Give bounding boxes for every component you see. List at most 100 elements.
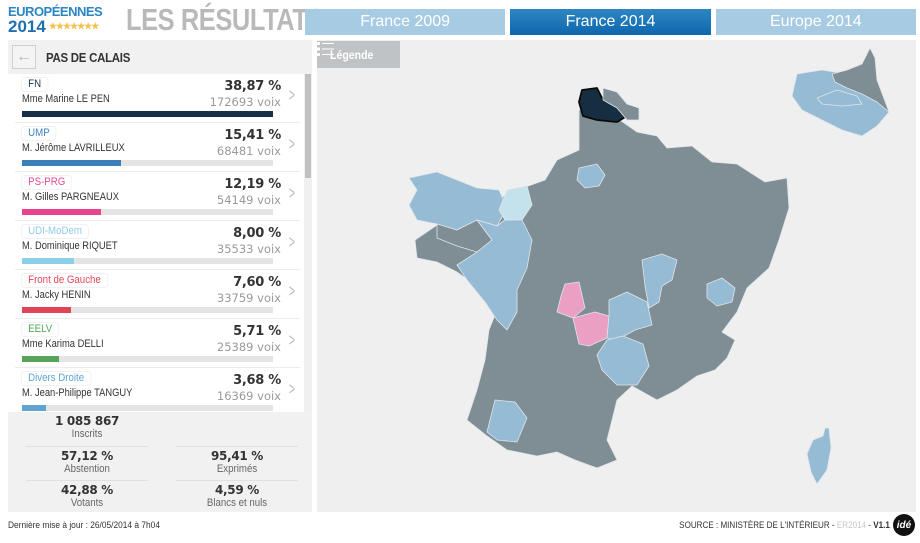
region-ump-savoie[interactable] xyxy=(706,277,736,307)
vote-percent: 5,71 % xyxy=(233,324,281,339)
stat-exprimes: 95,41 % Exprimés xyxy=(176,449,298,475)
turnout-stats: 1 085 867 Inscrits 57,12 % Abstention 95… xyxy=(8,412,312,512)
version: V1.1 xyxy=(873,520,890,531)
vote-percent: 38,87 % xyxy=(224,79,281,94)
legend-button[interactable]: Légende xyxy=(317,41,400,68)
list-icon xyxy=(317,42,334,56)
region-ump-corsica[interactable] xyxy=(806,427,832,485)
separator: - xyxy=(829,520,838,531)
vote-percent: 12,19 % xyxy=(224,177,281,192)
result-bar xyxy=(22,209,273,215)
region-ump-brittany[interactable] xyxy=(408,171,508,231)
source-credit: SOURCE : MINISTÈRE DE L'INTÉRIEUR - ER20… xyxy=(679,520,890,531)
divider xyxy=(26,480,148,481)
legend-label: Légende xyxy=(330,47,374,62)
vote-percent: 8,00 % xyxy=(233,226,281,241)
blancs-value: 4,59 % xyxy=(214,483,259,497)
chevron-right-icon: > xyxy=(288,379,296,399)
candidate-name: M. Jean-Philippe TANGUY xyxy=(22,387,133,399)
results-panel: ← PAS DE CALAIS FN Mme Marine LE PEN 38,… xyxy=(8,40,312,512)
tab-france-2014[interactable]: France 2014 xyxy=(510,9,711,35)
election-tabs: France 2009 France 2014 Europe 2014 xyxy=(305,9,916,35)
stat-abstention: 57,12 % Abstention xyxy=(26,449,148,475)
region-fn-nord[interactable] xyxy=(602,87,640,121)
result-bar xyxy=(22,258,273,264)
candidate-name: M. Jérôme LAVRILLEUX xyxy=(22,142,125,154)
vote-percent: 15,41 % xyxy=(224,128,281,143)
inscrits-label: Inscrits xyxy=(71,428,103,440)
vote-count: 35533 voix xyxy=(216,242,281,256)
divider xyxy=(176,480,298,481)
candidate-row-front-de-gauche[interactable]: Front de Gauche M. Jacky HENIN 7,60 % 33… xyxy=(15,270,300,319)
region-ump-landes[interactable] xyxy=(486,399,528,443)
divider xyxy=(26,446,148,447)
logo-line2: 2014 xyxy=(8,17,46,36)
candidate-name: Mme Marine LE PEN xyxy=(22,93,110,105)
candidate-name: M. Dominique RIQUET xyxy=(22,240,118,252)
party-badge: FN xyxy=(22,78,48,91)
party-badge: Front de Gauche xyxy=(22,274,107,287)
ide-brand-logo[interactable]: idé xyxy=(893,514,915,536)
candidate-name: Mme Karima DELLI xyxy=(22,338,104,350)
blancs-label: Blancs et nuls xyxy=(206,497,268,509)
stars-icon: ★★★★★★★ xyxy=(48,21,99,31)
france-results-map: Légende xyxy=(317,40,916,512)
inset-idf-fn[interactable] xyxy=(831,47,890,113)
result-bar xyxy=(22,405,273,411)
party-badge: UDI-MoDem xyxy=(22,225,89,238)
page-title: LES RÉSULTATS xyxy=(126,2,325,37)
candidate-row-ump[interactable]: UMP M. Jérôme LAVRILLEUX 15,41 % 68481 v… xyxy=(15,123,300,172)
vote-percent: 7,60 % xyxy=(233,275,281,290)
region-name: PAS DE CALAIS xyxy=(46,49,131,65)
candidate-row-fn[interactable]: FN Mme Marine LE PEN 38,87 % 172693 voix… xyxy=(15,74,300,123)
chevron-right-icon: > xyxy=(288,330,296,350)
chevron-right-icon: > xyxy=(288,183,296,203)
vote-count: 172693 voix xyxy=(209,95,281,109)
chevron-right-icon: > xyxy=(288,232,296,252)
region-ump-rhone[interactable] xyxy=(641,253,678,309)
region-ump-cantal[interactable] xyxy=(596,335,650,386)
separator: - xyxy=(866,520,874,531)
abstention-label: Abstention xyxy=(64,463,110,475)
stat-inscrits: 1 085 867 Inscrits xyxy=(26,414,148,440)
exprimes-value: 95,41 % xyxy=(210,449,264,463)
back-button[interactable]: ← xyxy=(12,45,36,69)
arrow-left-icon: ← xyxy=(16,48,32,65)
region-ump-pays-de-loire[interactable] xyxy=(456,219,533,331)
inset-paris-border xyxy=(816,89,863,107)
tab-france-2009[interactable]: France 2009 xyxy=(305,9,506,35)
region-ump-paris[interactable] xyxy=(576,163,606,189)
europeennes-2014-logo: EUROPÉENNES 2014 ★★★★★★★ xyxy=(8,5,120,37)
project-code: ER2014 xyxy=(837,520,867,531)
logo-line1: EUROPÉENNES xyxy=(8,4,103,19)
party-badge: Divers Droite xyxy=(22,372,91,385)
region-ump-auvergne[interactable] xyxy=(606,291,653,341)
vote-percent: 3,68 % xyxy=(233,373,281,388)
stat-blancs-nuls: 4,59 % Blancs et nuls xyxy=(176,483,298,509)
scrollbar-thumb[interactable] xyxy=(305,74,311,178)
chevron-right-icon: > xyxy=(288,134,296,154)
vote-count: 25389 voix xyxy=(216,340,281,354)
source-text: SOURCE : MINISTÈRE DE L'INTÉRIEUR xyxy=(679,520,830,531)
exprimes-label: Exprimés xyxy=(216,463,258,475)
candidate-row-divers-droite[interactable]: Divers Droite M. Jean-Philippe TANGUY 3,… xyxy=(15,368,300,412)
region-header: ← PAS DE CALAIS xyxy=(8,40,312,74)
chevron-right-icon: > xyxy=(288,85,296,105)
abstention-value: 57,12 % xyxy=(60,449,114,463)
result-bar xyxy=(22,111,273,117)
france-map-svg xyxy=(408,47,890,485)
last-updated: Dernière mise à jour : 26/05/2014 à 7h04 xyxy=(8,520,160,531)
list-scrollbar[interactable] xyxy=(304,74,312,412)
tab-europe-2014[interactable]: Europe 2014 xyxy=(715,9,916,35)
region-selected-pas-de-calais[interactable] xyxy=(578,87,628,123)
party-badge: EELV xyxy=(22,323,59,336)
candidate-row-udi-modem[interactable]: UDI-MoDem M. Dominique RIQUET 8,00 % 355… xyxy=(15,221,300,270)
votants-label: Votants xyxy=(70,497,104,509)
result-bar xyxy=(22,307,273,313)
inscrits-value: 1 085 867 xyxy=(54,414,120,428)
candidate-name: M. Gilles PARGNEAUX xyxy=(22,191,119,203)
party-badge: PS-PRG xyxy=(22,176,72,189)
candidate-row-eelv[interactable]: EELV Mme Karima DELLI 5,71 % 25389 voix … xyxy=(15,319,300,368)
candidate-row-ps-prg[interactable]: PS-PRG M. Gilles PARGNEAUX 12,19 % 54149… xyxy=(15,172,300,221)
vote-count: 16369 voix xyxy=(216,389,281,403)
